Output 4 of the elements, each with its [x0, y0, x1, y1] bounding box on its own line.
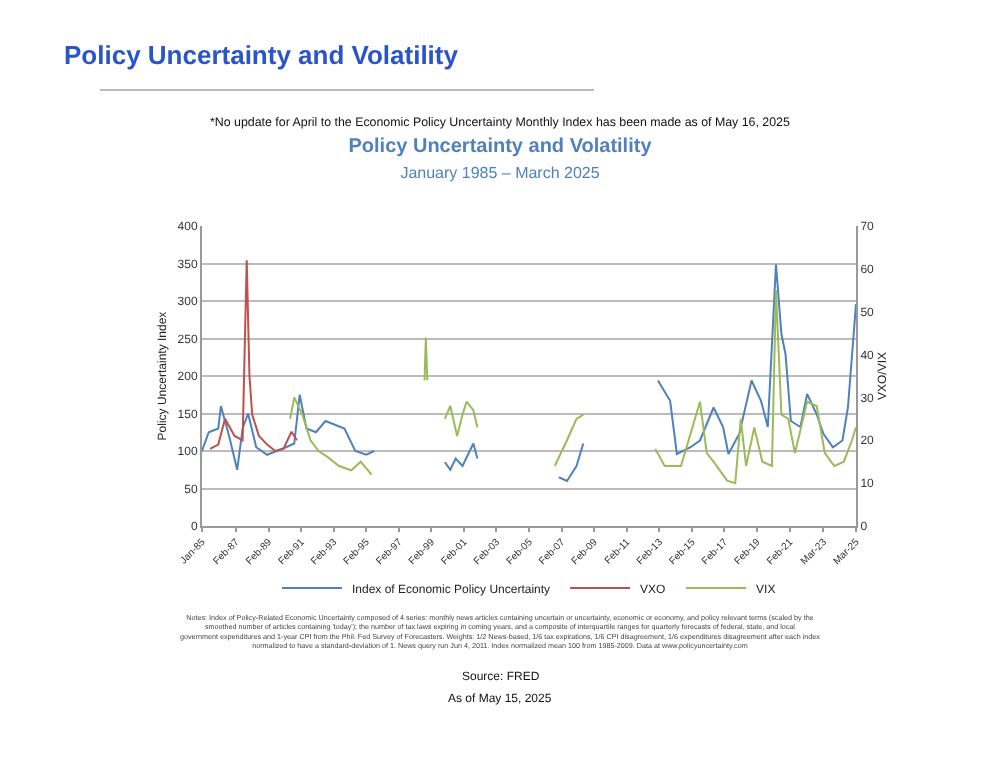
chart-subtitle: January 1985 – March 2025	[400, 164, 601, 182]
text: Policy Uncertainty and Volatility	[64, 40, 460, 70]
line-series	[209, 259, 298, 452]
chart-title: Policy Uncertainty and Volatility	[348, 136, 653, 158]
